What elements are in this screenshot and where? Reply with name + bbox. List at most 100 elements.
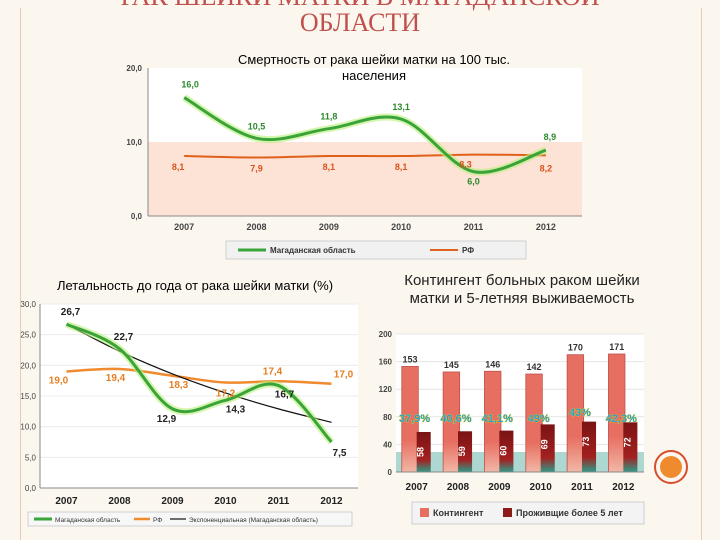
survivors-value-label: 73: [581, 437, 591, 447]
contingent-x-tick: 2009: [488, 482, 511, 493]
lethality-y-tick: 15,0: [20, 392, 36, 401]
survival-percent-label: 40,6%: [440, 413, 471, 425]
mortality-rf-label: 8,1: [395, 162, 408, 172]
contingent-legend-surv: Проживщие более 5 лет: [516, 508, 623, 518]
contingent-value-label: 146: [485, 359, 500, 369]
survivors-value-label: 69: [540, 439, 550, 449]
mortality-rf-label: 8,1: [323, 162, 336, 172]
survivors-bar: [416, 431, 431, 472]
lethality-x-tick: 2011: [268, 496, 290, 507]
lethality-rf-label: 19,0: [49, 375, 69, 386]
lethality-y-tick: 25,0: [20, 331, 36, 340]
contingent-legend-cont-swatch: [420, 508, 429, 517]
survivors-bar: [582, 421, 597, 472]
mortality-region-label: 6,0: [467, 177, 480, 187]
lethality-rf-label: 19,4: [106, 373, 126, 384]
contingent-y-tick: 200: [379, 330, 393, 339]
mortality-x-tick: 2010: [391, 222, 411, 232]
mortality-region-label: 16,0: [181, 80, 199, 90]
lethality-title: Летальность до года от рака шейки матки …: [57, 278, 333, 293]
lethality-region-label: 16,7: [275, 390, 295, 401]
survivors-value-label: 59: [457, 446, 467, 456]
lethality-region-label: 22,7: [114, 332, 134, 343]
lethality-y-tick: 0,0: [25, 484, 37, 493]
mortality-legend-rf: РФ: [462, 246, 474, 255]
lethality-x-tick: 2010: [214, 496, 237, 507]
lethality-x-tick: 2008: [108, 496, 131, 507]
mortality-rf-line: [184, 153, 546, 159]
lethality-rf-label: 17,2: [216, 389, 236, 400]
lethality-rf-line: [66, 367, 332, 385]
contingent-y-tick: 0: [388, 468, 393, 477]
survival-percent-label: 37,9%: [399, 413, 430, 425]
lethality-rf-label: 17,0: [334, 370, 354, 381]
mortality-region-label: 8,9: [544, 132, 557, 142]
mortality-x-tick: 2012: [536, 222, 556, 232]
contingent-y-tick: 160: [379, 358, 393, 367]
contingent-x-tick: 2011: [571, 482, 593, 493]
lethality-y-tick: 10,0: [20, 423, 36, 432]
contingent-value-label: 170: [568, 343, 583, 353]
survivors-bar: [623, 422, 638, 472]
contingent-legend-surv-swatch: [503, 508, 512, 517]
contingent-chart: 0 40 80 120 160 200 153 58 37,9% 2007 145 59 40,6% 20…: [379, 330, 645, 525]
survivors-bar: [458, 431, 473, 472]
decorative-circle: [654, 450, 688, 484]
survivors-bar: [540, 424, 555, 472]
mortality-x-tick: 2008: [246, 222, 266, 232]
contingent-legend-cont: Контингент: [433, 508, 484, 518]
lethality-rf-label: 18,3: [169, 380, 189, 391]
lethality-chart: 0,0 5,0 10,0 15,0 20,0 25,0 30,0 2007 2008 2009 20…: [20, 300, 358, 527]
lethality-legend-trend: Экспоненциальная (Магаданская область): [189, 516, 318, 524]
contingent-y-tick: 80: [383, 413, 392, 422]
mortality-region-label: 11,8: [320, 112, 337, 122]
contingent-title: Контингент больных раком шейки матки и 5-…: [404, 272, 640, 307]
contingent-plot-area: [396, 334, 644, 472]
lethality-x-tick: 2012: [320, 496, 343, 507]
contingent-y-tick: 40: [383, 440, 392, 449]
contingent-base-band: [396, 452, 644, 472]
contingent-x-tick: 2007: [406, 482, 429, 493]
mortality-region-line: [183, 96, 547, 174]
mortality-region-label: 10,5: [248, 121, 266, 131]
survival-percent-label: 42,3%: [606, 413, 637, 425]
contingent-value-label: 145: [444, 360, 459, 370]
contingent-value-label: 171: [609, 342, 624, 352]
survivors-value-label: 60: [498, 446, 508, 456]
slide-title-line2: ОБЛАСТИ: [299, 8, 421, 37]
lethality-region-label: 12,9: [157, 414, 177, 425]
mortality-rf-label: 8,1: [172, 162, 185, 172]
lethality-y-tick: 30,0: [20, 300, 36, 309]
survivors-bar: [499, 430, 514, 472]
mortality-region-label: 13,1: [392, 102, 410, 112]
survival-percent-label: 43%: [569, 407, 591, 419]
contingent-x-tick: 2010: [530, 482, 553, 493]
mortality-lower-band: [148, 142, 582, 216]
survival-percent-label: 49%: [528, 413, 550, 425]
contingent-y-tick: 120: [379, 385, 393, 394]
lethality-region-line: [65, 322, 333, 444]
lethality-x-tick: 2009: [161, 496, 184, 507]
mortality-rf-label: 8,2: [540, 163, 553, 173]
survival-percent-label: 41,1%: [482, 413, 513, 425]
mortality-legend-box: [225, 240, 527, 260]
mortality-y-tick: 20,0: [126, 64, 142, 73]
contingent-value-label: 142: [527, 362, 542, 372]
mortality-chart: 0,0 10,0 20,0 2007 2008 2009 2010 2011 2012 16,0 1…: [126, 64, 582, 260]
lethality-region-label: 26,7: [61, 307, 81, 318]
survivors-value-label: 72: [622, 437, 632, 447]
lethality-y-tick: 5,0: [25, 453, 37, 462]
mortality-x-tick: 2009: [319, 222, 339, 232]
lethality-region-label: 14,3: [226, 404, 246, 415]
lethality-rf-label: 17,4: [263, 366, 283, 377]
contingent-legend-box: [411, 501, 645, 525]
contingent-x-tick: 2012: [612, 482, 635, 493]
mortality-title: Смертность от рака шейки матки на 100 ты…: [238, 52, 510, 83]
contingent-x-tick: 2008: [447, 482, 470, 493]
lethality-legend-rf: РФ: [153, 517, 162, 524]
slide-frame: [20, 8, 702, 540]
mortality-x-tick: 2007: [174, 222, 194, 232]
mortality-y-tick: 10,0: [126, 138, 142, 147]
mortality-x-tick: 2011: [464, 222, 484, 232]
